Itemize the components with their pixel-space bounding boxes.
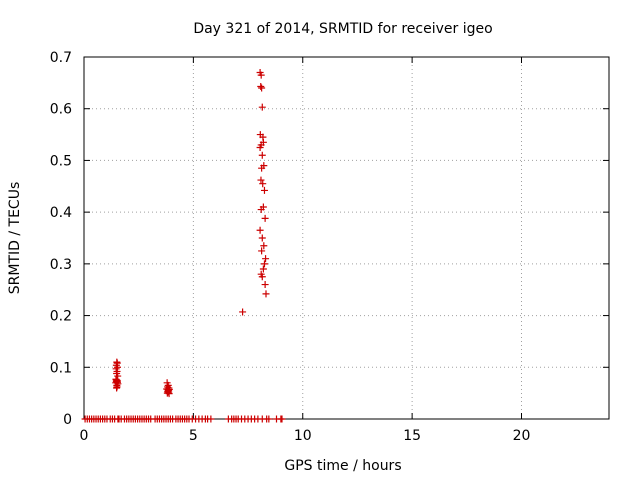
plot-area-frame [83, 56, 610, 420]
data-point [258, 151, 266, 159]
data-point [265, 415, 273, 423]
data-point [256, 144, 264, 151]
data-point [258, 164, 266, 172]
data-point [256, 226, 264, 234]
data-point [165, 390, 173, 398]
data-point [257, 71, 265, 79]
grid [84, 57, 609, 419]
y-tick-label: 0.7 [50, 50, 72, 66]
data-point [258, 273, 266, 281]
axis-ticks: 0 0.1 0.2 0.3 0.4 0.5 0.6 0.7 0 5 10 15 20 [50, 50, 609, 444]
y-tick-label: 0.2 [50, 309, 72, 325]
data-point [258, 84, 266, 92]
data-point [113, 384, 121, 392]
data-point [239, 308, 247, 316]
data-point [262, 290, 270, 298]
data-points [81, 69, 286, 423]
data-point [259, 265, 267, 273]
x-axis-title: GPS time / hours [284, 458, 401, 474]
x-tick-label: 15 [403, 428, 421, 444]
y-tick-label: 0.6 [50, 102, 72, 118]
data-point [278, 415, 286, 423]
chart-title: Day 321 of 2014, SRMTID for receiver ige… [193, 21, 492, 37]
y-tick-label: 0.3 [50, 257, 72, 273]
y-tick-label: 0 [63, 412, 72, 428]
data-series [81, 69, 286, 423]
data-point [261, 281, 269, 289]
data-point [262, 255, 270, 263]
x-tick-label: 20 [513, 428, 531, 444]
data-point [259, 180, 267, 188]
data-point [258, 234, 266, 242]
y-tick-label: 0.5 [50, 153, 72, 169]
x-tick-label: 10 [294, 428, 312, 444]
data-point [257, 82, 265, 90]
x-tick-label: 0 [80, 428, 89, 444]
data-point [112, 376, 120, 384]
data-point [258, 247, 266, 255]
y-axis-title: SRMTID / TECUs [7, 182, 23, 295]
data-point [207, 415, 215, 423]
data-point [261, 214, 269, 222]
data-point [260, 242, 268, 250]
y-tick-label: 0.1 [50, 360, 72, 376]
data-point [260, 186, 268, 194]
y-tick-label: 0.4 [50, 205, 72, 221]
data-point [257, 176, 265, 184]
data-point [257, 206, 265, 214]
data-point [258, 103, 266, 111]
x-tick-label: 5 [189, 428, 198, 444]
data-point [260, 260, 268, 268]
